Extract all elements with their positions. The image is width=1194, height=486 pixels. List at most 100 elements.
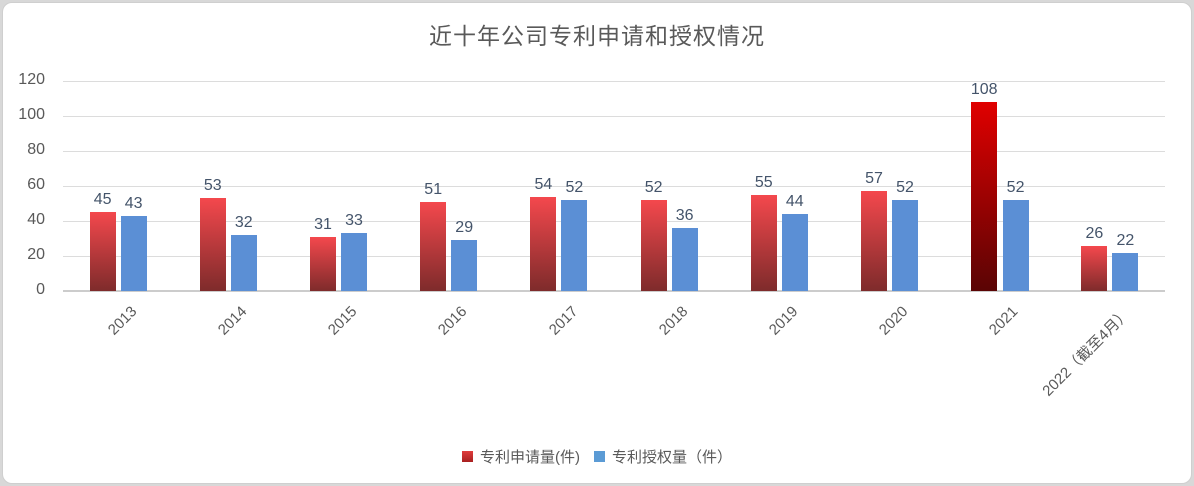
gridline	[63, 256, 1165, 257]
data-label: 32	[234, 214, 253, 231]
data-label: 33	[345, 212, 363, 230]
legend-item-applications: 专利申请量(件)	[461, 446, 580, 467]
bar-column: 54	[530, 175, 557, 291]
bar-column: 55	[750, 173, 777, 291]
y-tick-label: 60	[27, 176, 45, 193]
data-label: 22	[1116, 231, 1135, 249]
data-label: 45	[93, 191, 112, 209]
bar-grants	[120, 215, 147, 291]
x-tick-label: 2018	[655, 303, 692, 339]
x-tick-label: 2015	[324, 303, 361, 339]
y-tick-label: 40	[27, 211, 45, 228]
bar-applications	[530, 196, 557, 291]
gridline	[63, 186, 1165, 187]
bar-applications	[861, 191, 888, 291]
data-label: 108	[970, 81, 998, 98]
bar-groups: 45 43 2013 53 32 2014 31 33 2015 51 29 2016 54 52 2017…	[63, 81, 1165, 400]
bar-column: 51	[420, 180, 447, 291]
x-tick-label: 2020	[875, 303, 912, 339]
y-tick-label: 80	[27, 141, 45, 158]
bar-applications	[420, 201, 447, 291]
bar-grants	[1112, 252, 1139, 291]
x-tick-label: 2014	[214, 303, 251, 339]
bar-column: 45	[89, 191, 116, 291]
legend-label: 专利申请量(件)	[479, 449, 580, 466]
data-label: 52	[1006, 179, 1025, 196]
category-group: 51 29 2016	[394, 81, 504, 339]
bar-column: 43	[120, 194, 147, 291]
bar-grants	[561, 200, 588, 291]
data-label: 26	[1085, 224, 1104, 242]
bar-column: 44	[781, 193, 808, 291]
bar-column: 52	[892, 179, 919, 291]
bar-applications	[310, 236, 336, 291]
x-tick-label: 2022（截至4月）	[1039, 305, 1135, 400]
category-group: 31 33 2015	[283, 81, 393, 339]
bar-column: 31	[310, 216, 336, 291]
bar-column: 52	[561, 179, 588, 291]
bar-column: 29	[451, 219, 478, 291]
data-label: 36	[675, 207, 694, 224]
category-group: 53 32 2014	[173, 81, 283, 339]
bar-applications-highlighted	[971, 102, 998, 291]
plot-area: 45 43 2013 53 32 2014 31 33 2015 51 29 2016 54 52 2017…	[63, 81, 1165, 400]
data-label: 44	[785, 193, 804, 210]
bar-column: 52	[640, 179, 667, 291]
x-tick-label: 2013	[104, 303, 141, 339]
x-tick-label: 2017	[545, 303, 581, 339]
bar-column: 57	[861, 170, 888, 291]
y-axis: 0 20 40 60 80 100 120	[3, 3, 51, 483]
bar-grants	[451, 240, 478, 291]
bar-applications	[750, 194, 777, 291]
bar-applications	[199, 198, 226, 291]
category-group: 57 52 2020	[834, 81, 944, 339]
bar-column: 108	[971, 81, 998, 291]
category-group: 26 22 2022（截至4月）	[1040, 81, 1165, 400]
data-label: 52	[565, 179, 584, 196]
category-group: 54 52 2017	[504, 81, 614, 339]
bar-applications	[1081, 245, 1108, 291]
gridline	[63, 221, 1165, 222]
data-label: 51	[424, 180, 443, 198]
bar-column: 36	[671, 207, 698, 291]
legend: 专利申请量(件) 专利授权量（件）	[3, 446, 1191, 467]
bar-applications	[89, 212, 116, 291]
category-group: 108 52 2021	[945, 81, 1055, 339]
category-group: 52 36 2018	[614, 81, 724, 339]
bar-grants	[892, 200, 919, 291]
x-tick-label: 2021	[986, 303, 1022, 339]
gridline	[63, 116, 1165, 117]
x-axis-line	[63, 290, 1165, 292]
bar-grants	[781, 214, 808, 291]
data-label: 31	[314, 215, 332, 233]
legend-label: 专利授权量（件）	[611, 449, 732, 466]
data-label: 52	[896, 179, 914, 196]
data-label: 55	[754, 173, 773, 191]
chart-title: 近十年公司专利申请和授权情况	[429, 23, 765, 49]
bar-applications	[640, 200, 667, 291]
x-tick-label: 2016	[435, 303, 471, 339]
y-tick-label: 120	[18, 71, 45, 88]
data-label: 53	[203, 177, 222, 195]
bar-column: 52	[1002, 179, 1029, 291]
gridline	[63, 81, 1165, 82]
legend-swatch-red	[461, 451, 473, 462]
data-label: 29	[455, 219, 474, 237]
data-label: 43	[124, 194, 143, 212]
legend-item-grants: 专利授权量（件）	[593, 446, 732, 467]
data-label: 57	[865, 170, 883, 188]
x-tick-label: 2019	[765, 303, 802, 339]
category-group: 45 43 2013	[63, 81, 173, 339]
bar-grants	[341, 233, 367, 291]
y-tick-label: 20	[27, 246, 45, 263]
category-group: 55 44 2019	[724, 81, 834, 339]
bar-column: 53	[199, 177, 226, 291]
bar-column: 33	[341, 212, 367, 291]
data-label: 54	[534, 175, 553, 193]
y-tick-label: 100	[18, 106, 45, 123]
bar-column: 32	[230, 214, 257, 291]
bar-grants	[230, 235, 257, 291]
gridline	[63, 151, 1165, 152]
legend-swatch-blue	[593, 451, 605, 462]
